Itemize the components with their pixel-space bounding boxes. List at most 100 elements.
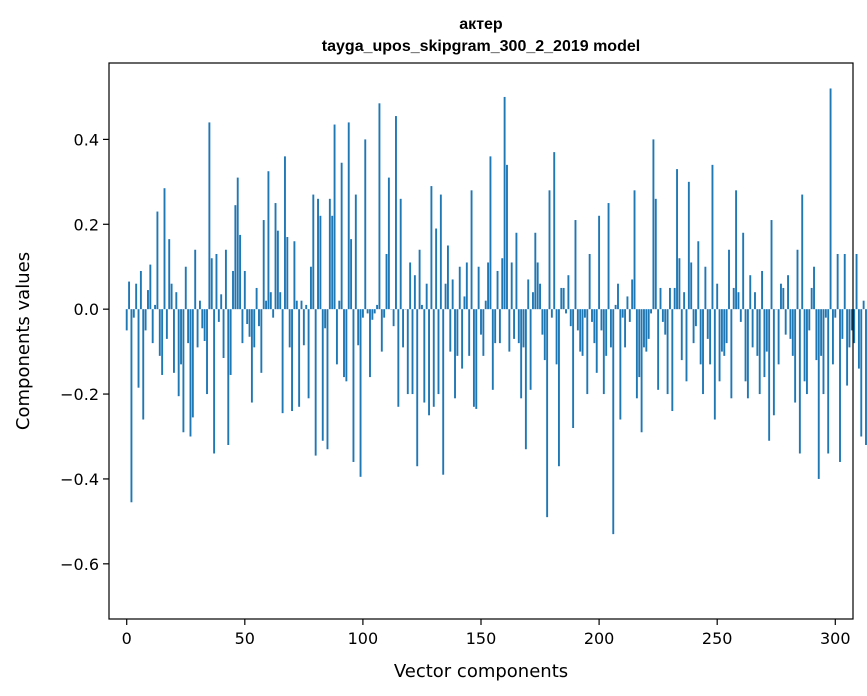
bar-159 [501, 258, 504, 310]
bar-213 [628, 309, 631, 322]
bar-102 [366, 309, 369, 314]
bar-73 [298, 309, 301, 407]
bar-2 [130, 309, 133, 503]
bar-195 [586, 309, 589, 395]
bar-79 [312, 194, 315, 310]
bar-177 [543, 309, 546, 361]
bar-100 [361, 309, 364, 318]
bar-43 [227, 309, 230, 445]
bar-252 [720, 309, 723, 352]
bar-25 [184, 266, 187, 310]
y-tick-label: 0.0 [74, 300, 99, 319]
bar-143 [463, 296, 466, 310]
bar-107 [378, 103, 381, 310]
bar-27 [189, 309, 192, 437]
bar-313 [865, 309, 867, 445]
bar-134 [442, 309, 445, 475]
bar-300 [834, 309, 837, 318]
bar-38 [215, 253, 218, 310]
bar-9 [147, 290, 149, 310]
bar-136 [446, 245, 449, 310]
bar-267 [756, 309, 759, 356]
bar-181 [553, 152, 556, 310]
bar-272 [768, 309, 771, 441]
bar-303 [841, 309, 844, 339]
chart-title-line1: актер [459, 16, 503, 33]
bar-230 [669, 287, 671, 310]
bar-1 [128, 281, 131, 310]
bar-186 [565, 309, 567, 314]
bar-199 [595, 309, 598, 373]
x-axis-ticks: 0 50 100 150 200 250 300 [122, 619, 851, 648]
bar-270 [763, 309, 766, 378]
y-axis-label: Components values [13, 252, 34, 430]
bar-84 [324, 309, 327, 329]
bar-271 [765, 309, 768, 352]
bar-58 [262, 220, 265, 310]
y-tick-label: −0.6 [60, 555, 99, 574]
bar-66 [281, 309, 284, 414]
bar-12 [154, 304, 156, 310]
bar-220 [645, 309, 648, 352]
bar-197 [591, 309, 593, 322]
bar-123 [416, 309, 419, 467]
bar-249 [713, 309, 716, 420]
bar-166 [517, 309, 520, 344]
bar-263 [746, 309, 749, 399]
bar-121 [411, 309, 414, 395]
bar-167 [520, 309, 523, 399]
bar-154 [489, 156, 492, 310]
y-tick-label: 0.4 [74, 130, 99, 149]
bar-175 [539, 283, 541, 310]
bar-153 [487, 262, 490, 310]
bar-290 [810, 287, 813, 310]
bar-56 [258, 309, 260, 327]
bar-173 [534, 232, 537, 310]
x-tick-label: 100 [348, 629, 379, 648]
bar-312 [862, 300, 865, 310]
bar-292 [815, 309, 818, 361]
bar-227 [661, 309, 664, 322]
bar-6 [139, 270, 142, 310]
bar-89 [335, 309, 338, 365]
bar-169 [524, 309, 527, 450]
bar-288 [806, 309, 808, 395]
bar-215 [633, 190, 636, 310]
bar-137 [449, 309, 452, 352]
bar-18 [168, 239, 171, 310]
bar-279 [784, 309, 787, 335]
bar-209 [619, 309, 622, 420]
bar-14 [158, 309, 161, 356]
bar-83 [321, 309, 324, 441]
plot-frame [108, 62, 854, 620]
x-tick-label: 150 [466, 629, 497, 648]
bar-144 [465, 262, 468, 310]
bar-208 [617, 283, 619, 310]
bar-193 [581, 309, 584, 356]
bar-26 [187, 309, 190, 344]
bar-53 [250, 309, 253, 403]
bar-122 [413, 275, 416, 310]
bar-50 [243, 270, 246, 310]
bar-212 [626, 296, 629, 310]
x-tick-label: 250 [702, 629, 733, 648]
bar-266 [754, 292, 756, 310]
bar-148 [475, 309, 478, 409]
bar-88 [333, 124, 336, 310]
bar-295 [822, 309, 825, 395]
bar-308 [853, 309, 856, 344]
bar-196 [588, 253, 591, 310]
bar-298 [829, 88, 832, 310]
bar-286 [801, 194, 804, 310]
bar-104 [371, 309, 374, 320]
bar-77 [307, 309, 310, 399]
bar-145 [468, 309, 471, 356]
bar-127 [425, 283, 428, 310]
bar-147 [472, 309, 475, 407]
bar-253 [723, 309, 726, 356]
bar-283 [794, 309, 797, 403]
bar-237 [685, 309, 688, 382]
bar-302 [839, 309, 841, 462]
bar-40 [220, 294, 223, 310]
